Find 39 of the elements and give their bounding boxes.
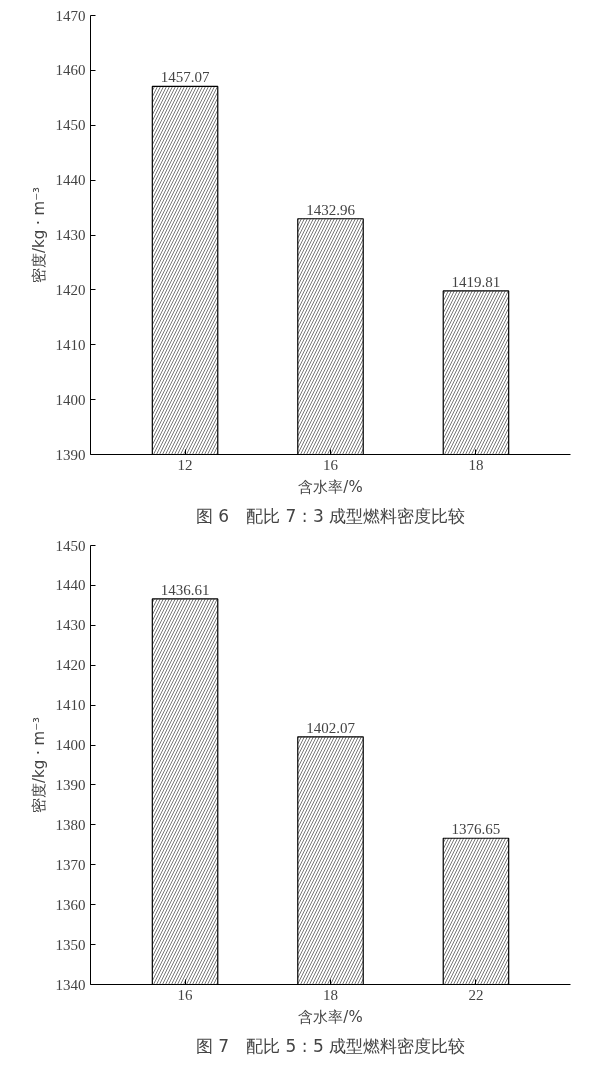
data-label: 1402.07 [306,719,356,736]
x-axis-title: 含水率/% [298,477,363,496]
data-label: 1436.61 [160,581,210,598]
data-label: 1419.81 [451,273,501,290]
data-label: 1457.07 [160,69,210,86]
y-tick-label: 1400 [55,391,86,408]
y-tick-label: 1380 [55,816,86,833]
x-tick-label: 12 [177,456,193,473]
y-tick-label: 1470 [55,7,86,24]
y-tick-label: 1360 [55,896,86,913]
y-tick-label: 1400 [55,737,86,754]
text: 图 7 配比 5 : 5 成型燃料密度比较 [195,1035,466,1056]
y-tick-label: 1350 [55,936,86,953]
y-axis-title: 密度/kg · m⁻³ [29,716,48,814]
y-tick-label: 1430 [55,617,86,634]
y-tick-label: 1430 [55,227,86,243]
text: 图 6 配比 7 : 3 成型燃料密度比较 [195,505,466,526]
data-label: 1432.96 [306,201,356,218]
x-tick-label: 18 [323,986,338,1003]
y-axis-title: 密度/kg · m⁻³ [29,186,48,284]
y-tick-label: 1450 [55,117,86,134]
y-tick-label: 1450 [55,537,86,554]
x-axis-title: 含水率/% [298,1007,363,1026]
y-tick-label: 1370 [55,856,86,873]
y-tick-label: 1410 [55,336,86,353]
y-tick-label: 1420 [55,657,86,674]
y-tick-label: 1420 [55,281,86,298]
y-tick-label: 1440 [55,172,86,189]
x-tick-label: 22 [468,986,484,1003]
y-tick-label: 1390 [55,446,86,463]
y-tick-label: 1440 [55,577,86,594]
y-tick-label: 1390 [55,776,86,793]
y-tick-label: 1410 [55,697,86,714]
y-tick-label: 1460 [55,62,86,79]
x-tick-label: 18 [468,456,484,473]
y-tick-label: 1340 [55,976,86,993]
x-tick-label: 16 [323,456,339,473]
data-label: 1376.65 [451,821,501,838]
x-tick-label: 16 [177,986,194,1003]
